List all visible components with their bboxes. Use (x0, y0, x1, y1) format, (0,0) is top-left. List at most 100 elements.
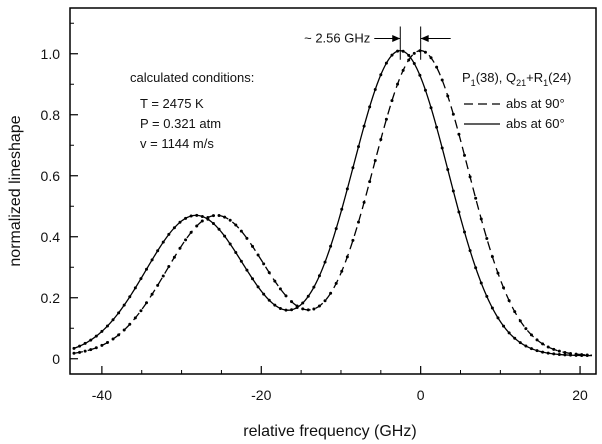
data-point (535, 338, 539, 342)
legend: P1(38), Q21+R1(24) abs at 90° abs at 60° (462, 70, 571, 131)
data-point (184, 238, 188, 242)
data-point (161, 274, 165, 278)
data-point (485, 294, 489, 298)
data-point (423, 50, 427, 54)
data-point (117, 333, 121, 337)
data-point (223, 215, 227, 219)
data-point (184, 216, 188, 220)
x-tick-label: -40 (92, 387, 112, 403)
data-point (384, 117, 388, 121)
data-point (306, 294, 310, 298)
data-point (295, 306, 299, 309)
data-point (423, 88, 427, 92)
data-point (111, 318, 115, 322)
data-point (552, 347, 556, 351)
data-point (362, 200, 366, 204)
x-tick-label: 20 (572, 387, 588, 403)
data-point (78, 344, 82, 348)
data-point (557, 349, 561, 353)
data-point (490, 255, 494, 259)
data-point (256, 253, 260, 257)
data-point (217, 214, 221, 218)
series-layer (73, 50, 593, 357)
data-point (83, 349, 87, 353)
data-point (435, 65, 439, 69)
data-point (156, 283, 160, 287)
data-point (245, 236, 249, 240)
data-point (351, 238, 355, 242)
data-point (440, 146, 444, 150)
data-point (105, 341, 109, 345)
data-point (546, 345, 550, 349)
data-point (200, 214, 204, 218)
data-point (239, 259, 243, 263)
data-point (407, 58, 411, 62)
data-point (105, 324, 109, 328)
data-point (306, 308, 310, 312)
data-point (117, 311, 121, 315)
data-point (585, 354, 589, 358)
data-point (373, 159, 377, 163)
data-point (139, 277, 143, 281)
data-point (217, 227, 221, 231)
data-point (245, 268, 249, 272)
data-point (485, 237, 489, 241)
series-line-90 (73, 50, 593, 356)
data-point (401, 49, 405, 53)
plot-frame (69, 7, 597, 375)
data-point (317, 274, 321, 278)
data-point (440, 78, 444, 82)
data-point (239, 229, 243, 233)
data-point (557, 352, 561, 356)
data-point (345, 255, 349, 259)
data-point (94, 346, 98, 350)
data-point (390, 53, 394, 57)
data-point (262, 262, 266, 266)
data-point (563, 353, 567, 357)
data-point (323, 260, 327, 264)
data-point (479, 281, 483, 285)
points-layer (72, 49, 589, 358)
data-point (457, 210, 461, 214)
condition-velocity: v = 1144 m/s (140, 136, 214, 151)
shift-annotation: ~ 2.56 GHz (304, 26, 451, 60)
data-point (446, 94, 450, 98)
data-point (412, 51, 416, 55)
data-point (345, 187, 349, 191)
data-point (178, 246, 182, 250)
data-point (429, 106, 433, 110)
data-point (396, 49, 400, 53)
data-point (368, 105, 372, 109)
data-point (133, 316, 137, 320)
data-point (418, 73, 422, 77)
data-point (223, 234, 227, 238)
series-line-60 (73, 50, 593, 357)
data-point (468, 175, 472, 179)
data-point (451, 189, 455, 193)
data-point (228, 218, 232, 222)
conditions-box: calculated conditions: T = 2475 K P = 0.… (130, 70, 254, 151)
data-point (78, 350, 82, 354)
data-point (317, 304, 321, 308)
data-point (329, 244, 333, 248)
data-point (72, 346, 76, 350)
data-point (490, 306, 494, 310)
y-axis: 0 0.2 0.4 0.6 0.8 1.0 (41, 22, 78, 367)
data-point (94, 334, 98, 338)
data-point (284, 294, 288, 298)
data-point (228, 242, 232, 246)
data-point (396, 82, 400, 86)
data-point (552, 352, 556, 356)
data-point (267, 298, 271, 302)
data-point (468, 249, 472, 253)
data-point (111, 337, 115, 341)
data-point (541, 350, 545, 354)
data-point (529, 347, 533, 351)
data-point (535, 349, 539, 353)
data-point (334, 227, 338, 231)
data-point (412, 62, 416, 66)
conditions-heading: calculated conditions: (130, 70, 254, 85)
data-point (290, 300, 294, 304)
data-point (580, 353, 584, 357)
